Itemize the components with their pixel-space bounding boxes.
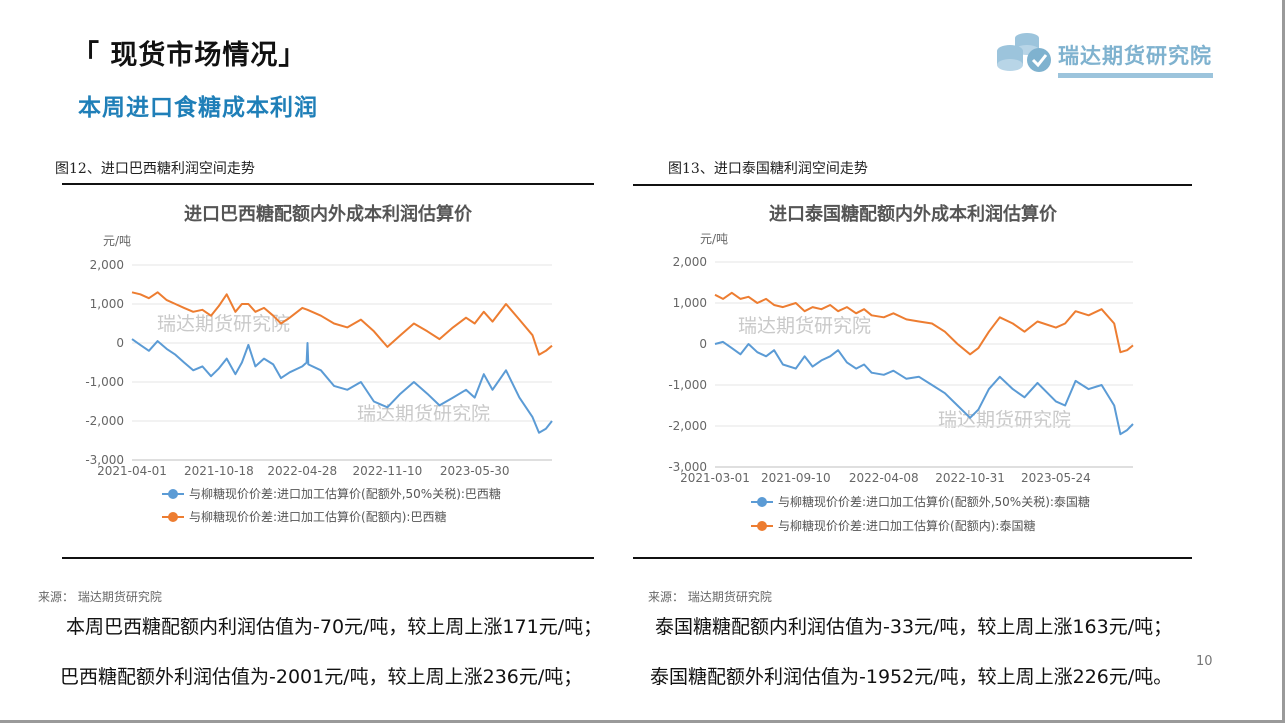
logo-underline <box>1058 73 1213 78</box>
figure-caption: 图12、进口巴西糖利润空间走势 <box>55 161 255 177</box>
page-number: 10 <box>1196 654 1213 669</box>
x-tick-label: 2021-10-18 <box>184 464 254 478</box>
thai-in-quota-text: 泰国糖糖配额内利润估值为-33元/吨，较上周上涨163元/吨； <box>655 616 1173 638</box>
brazil-out-quota-text: 巴西糖配额外利润估值为-2001元/吨，较上周上涨236元/吨； <box>60 666 583 688</box>
x-tick-label: 2021-03-01 <box>680 471 750 485</box>
x-tick-label: 2023-05-30 <box>440 464 510 478</box>
legend-label: 与柳糖现价价差:进口加工估算价(配额内):巴西糖 <box>189 509 446 524</box>
page-subtitle: 本周进口食糖成本利润 <box>78 95 318 121</box>
check-icon <box>1031 54 1048 68</box>
x-tick-label: 2021-04-01 <box>97 464 167 478</box>
check-badge-icon <box>1027 48 1051 72</box>
legend-marker <box>168 489 178 499</box>
watermark: 瑞达期货研究院 <box>738 315 871 337</box>
x-tick-label: 2022-04-28 <box>267 464 337 478</box>
series-line <box>131 338 553 434</box>
x-tick-label: 2022-04-08 <box>849 471 919 485</box>
y-tick-label: -1,000 <box>668 378 707 392</box>
y-tick-label: -2,000 <box>668 419 707 433</box>
y-tick-label: -3,000 <box>668 460 707 474</box>
y-tick-label: -3,000 <box>85 453 124 467</box>
y-tick-label: 1,000 <box>673 296 707 310</box>
y-axis-unit: 元/吨 <box>103 234 131 248</box>
logo-coins-icon <box>997 33 1051 72</box>
y-tick-label: 2,000 <box>673 255 707 269</box>
legend-marker <box>757 521 767 531</box>
thai-sugar-chart: 进口泰国糖配额内外成本利润估算价 元/吨 瑞达期货研究院 瑞达期货研究院 2,0… <box>668 203 1134 533</box>
y-tick-label: -1,000 <box>85 375 124 389</box>
x-tick-label: 2021-09-10 <box>761 471 831 485</box>
chart-bottom-rule <box>633 557 1192 559</box>
y-tick-label: -2,000 <box>85 414 124 428</box>
chart-title: 进口巴西糖配额内外成本利润估算价 <box>184 203 473 225</box>
chart-title: 进口泰国糖配额内外成本利润估算价 <box>769 203 1058 225</box>
legend-marker <box>757 497 767 507</box>
page-title: 「 现货市场情况」 <box>72 40 307 71</box>
y-tick-label: 2,000 <box>90 258 124 272</box>
chart-bottom-rule <box>62 557 594 559</box>
series-line <box>714 291 1134 356</box>
watermark: 瑞达期货研究院 <box>938 409 1071 431</box>
caption-rule <box>62 183 594 185</box>
series-line <box>131 291 553 356</box>
y-axis-unit: 元/吨 <box>700 232 728 246</box>
brazil-sugar-chart: 进口巴西糖配额内外成本利润估算价 元/吨 瑞达期货研究院 瑞达期货研究院 2,0… <box>85 203 553 524</box>
legend-marker <box>168 512 178 522</box>
y-tick-label: 0 <box>699 337 707 351</box>
y-tick-label: 0 <box>116 336 124 350</box>
coin-icon <box>997 59 1023 71</box>
x-tick-label: 2022-10-31 <box>935 471 1005 485</box>
figure-caption: 图13、进口泰国糖利润空间走势 <box>668 161 868 177</box>
source-note: 来源： 瑞达期货研究院 <box>38 590 162 604</box>
y-tick-label: 1,000 <box>90 297 124 311</box>
legend-label: 与柳糖现价价差:进口加工估算价(配额外,50%关税):泰国糖 <box>778 494 1090 509</box>
legend-label: 与柳糖现价价差:进口加工估算价(配额外,50%关税):巴西糖 <box>189 486 501 501</box>
legend-label: 与柳糖现价价差:进口加工估算价(配额内):泰国糖 <box>778 518 1035 533</box>
x-tick-label: 2023-05-24 <box>1021 471 1091 485</box>
logo-text: 瑞达期货研究院 <box>1058 44 1212 68</box>
brazil-in-quota-text: 本周巴西糖配额内利润估值为-70元/吨，较上周上涨171元/吨； <box>66 616 603 638</box>
watermark: 瑞达期货研究院 <box>357 403 490 425</box>
source-note: 来源： 瑞达期货研究院 <box>648 590 772 604</box>
x-tick-label: 2022-11-10 <box>353 464 423 478</box>
watermark: 瑞达期货研究院 <box>157 313 290 335</box>
caption-rule <box>633 184 1192 186</box>
series-line <box>714 340 1134 436</box>
thai-out-quota-text: 泰国糖配额外利润估值为-1952元/吨，较上周上涨226元/吨。 <box>650 666 1173 688</box>
